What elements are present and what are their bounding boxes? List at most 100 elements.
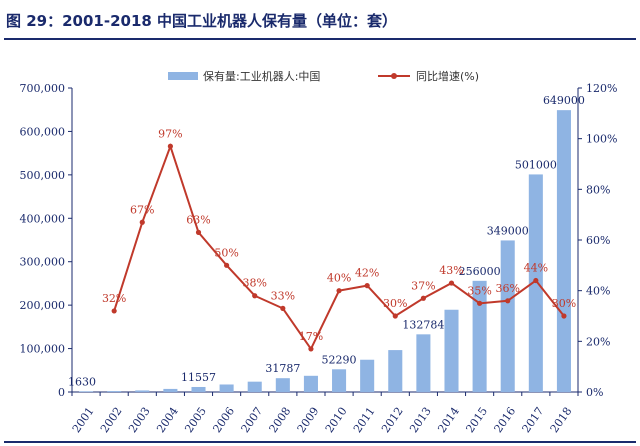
line-label-2002: 32% [102, 292, 126, 305]
growth-point-2014 [448, 280, 455, 286]
line-label-2011: 42% [355, 267, 379, 280]
bar-label-2013: 132784 [402, 318, 444, 331]
x-tick-label: 2018 [548, 405, 575, 435]
line-label-2004: 97% [158, 127, 182, 140]
bar-2013 [416, 334, 431, 392]
bar-label-2015: 256000 [459, 265, 501, 278]
bar-label-2017: 501000 [515, 158, 557, 171]
bar-label-2010: 52290 [322, 353, 357, 366]
y-right-tick-label: 0% [586, 386, 603, 399]
x-tick-label: 2005 [182, 405, 209, 435]
data-labels: 1630 11557 31787 52290 132784 256000 349000 501… [68, 94, 585, 388]
y-left-tick-label: 500,000 [20, 169, 66, 182]
bar-series [79, 110, 571, 393]
line-label-2006: 50% [214, 246, 238, 259]
growth-point-2004 [167, 143, 173, 149]
legend-bar-label: 保有量:工业机器人:中国 [203, 69, 320, 83]
x-tick-label: 2012 [379, 405, 406, 435]
x-tick-label: 2001 [70, 405, 97, 435]
axes: 0 100,000 200,000 300,000 400,000 500,000 600,… [20, 82, 618, 435]
legend-line-marker [391, 73, 397, 79]
line-label-2017: 44% [524, 262, 548, 275]
growth-point-2006 [224, 262, 230, 268]
y-right-tick-label: 80% [586, 183, 610, 196]
growth-point-2009 [308, 346, 314, 352]
growth-point-2008 [280, 305, 286, 311]
bar-2004 [163, 388, 178, 392]
x-tick-label: 2011 [351, 405, 378, 435]
bar-label-2018: 649000 [543, 94, 585, 107]
line-label-2010: 40% [327, 272, 351, 285]
bottom-divider [4, 441, 636, 443]
bar-2018 [556, 110, 571, 393]
x-tick-label: 2006 [210, 405, 237, 435]
growth-point-2012 [392, 313, 398, 319]
title-divider [4, 38, 636, 40]
bar-2002 [107, 391, 122, 392]
line-label-2015: 35% [467, 284, 491, 297]
y-right-tick-label: 40% [586, 285, 610, 298]
bar-2008 [275, 378, 290, 392]
line-label-2012: 30% [383, 297, 407, 310]
y-right-tick-label: 20% [586, 335, 610, 348]
line-label-2018: 30% [552, 297, 576, 310]
chart-title: 图 29：2001-2018 中国工业机器人保有量（单位：套） [6, 12, 398, 30]
x-tick-label: 2013 [407, 405, 434, 435]
line-label-2013: 37% [411, 279, 435, 292]
growth-point-2005 [195, 229, 202, 235]
y-right-tick-label: 100% [586, 133, 617, 146]
legend-line-label: 同比增速(%) [416, 69, 479, 83]
bar-label-2001: 1630 [68, 375, 96, 388]
bar-2017 [528, 174, 543, 392]
growth-point-2017 [533, 277, 539, 284]
growth-point-2003 [139, 219, 145, 225]
growth-line [113, 143, 565, 351]
x-tick-label: 2015 [463, 405, 490, 435]
x-tick-label: 2002 [98, 405, 125, 435]
line-label-2014: 43% [439, 264, 463, 277]
x-tick-label: 2010 [323, 405, 350, 435]
bar-2003 [135, 390, 150, 392]
bar-2009 [303, 375, 318, 392]
growth-point-2013 [420, 295, 426, 301]
y-left-tick-label: 0 [58, 386, 65, 399]
bar-2015 [472, 280, 487, 392]
bar-2006 [219, 384, 234, 392]
x-tick-label: 2003 [126, 405, 153, 435]
growth-point-2002 [111, 308, 117, 314]
bar-2014 [444, 309, 459, 392]
y-right-tick-label: 60% [586, 234, 610, 247]
bar-2016 [500, 240, 515, 392]
bar-label-2005: 11557 [181, 371, 216, 384]
line-label-2008: 33% [271, 289, 295, 302]
bar-2005 [191, 386, 206, 392]
line-label-2005: 63% [186, 213, 210, 226]
growth-point-2011 [364, 283, 370, 289]
growth-point-2015 [477, 300, 483, 306]
y-left-tick-label: 700,000 [20, 82, 66, 95]
x-tick-label: 2016 [492, 405, 519, 435]
x-tick-label: 2004 [154, 405, 181, 435]
y-left-tick-label: 400,000 [20, 212, 66, 225]
legend: 保有量:工业机器人:中国 同比增速(%) [168, 69, 479, 83]
growth-point-2016 [505, 298, 511, 304]
y-left-tick-label: 300,000 [20, 256, 66, 269]
y-left-tick-label: 600,000 [20, 125, 66, 138]
line-label-2016: 36% [495, 282, 519, 295]
x-tick-label: 2017 [520, 405, 547, 435]
bar-label-2008: 31787 [265, 362, 300, 375]
bar-2010 [332, 369, 347, 392]
legend-bar-swatch [168, 72, 198, 80]
line-label-2003: 67% [130, 203, 154, 216]
x-tick-label: 2007 [239, 405, 266, 435]
line-label-2009: 17% [299, 330, 323, 343]
growth-point-2010 [336, 288, 342, 294]
bar-2001 [79, 391, 94, 392]
x-tick-label: 2009 [295, 405, 322, 435]
bar-2007 [247, 381, 262, 392]
bar-label-2016: 349000 [487, 224, 529, 237]
y-left-tick-label: 100,000 [20, 343, 66, 356]
growth-point-2007 [252, 293, 258, 299]
line-label-2007: 38% [242, 277, 266, 290]
